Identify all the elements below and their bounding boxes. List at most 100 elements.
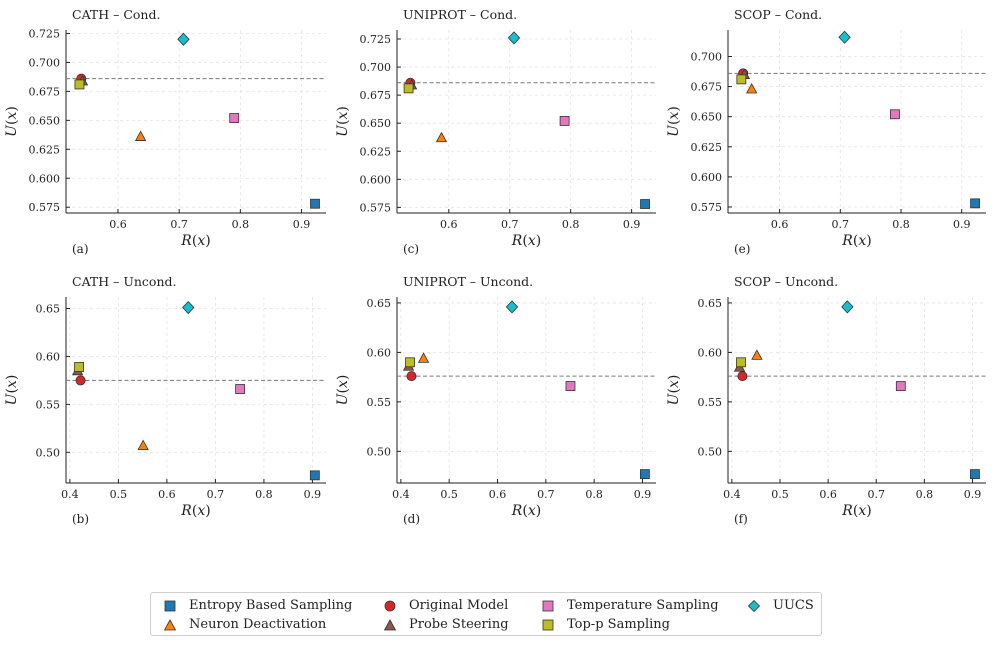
legend-marker-original-model — [384, 600, 396, 611]
y-tick-label: 0.650 — [691, 111, 723, 124]
y-axis-label: U(x) — [335, 106, 351, 137]
x-tick-label: 0.4 — [61, 488, 79, 501]
y-tick-label: 0.675 — [29, 85, 61, 98]
x-axis-label: R(x) — [841, 503, 871, 519]
x-tick-label: 0.9 — [964, 488, 982, 501]
y-tick-label: 0.600 — [360, 173, 392, 186]
x-tick-label: 0.9 — [634, 488, 652, 501]
legend-marker-temperature-sampling — [542, 600, 554, 611]
x-tick-label: 0.4 — [723, 488, 741, 501]
legend-item: Top-p Sampling — [541, 617, 670, 632]
panel-scop-cond: 0.6 0.7 0.8 0.9 0.575 0.600 0.625 0.650 0.675 0.7… — [666, 7, 986, 256]
y-axis-label: U(x) — [4, 106, 20, 137]
y-tick-label: 0.700 — [29, 56, 61, 69]
y-tick-label: 0.625 — [360, 145, 392, 158]
legend-marker-neuron-deactivation — [163, 618, 177, 630]
panel-uniprot-cond: 0.6 0.7 0.8 0.9 0.575 0.600 0.625 0.650 0.675 0.7… — [335, 7, 656, 256]
point-temperature-sampling — [559, 116, 570, 126]
point-top-p-sampling — [405, 357, 415, 368]
point-original-model — [406, 371, 417, 382]
legend-item: Neuron Deactivation — [163, 617, 326, 632]
x-axis-label: R(x) — [841, 233, 871, 249]
panel-label: (c) — [403, 242, 419, 256]
point-top-p-sampling — [74, 79, 85, 90]
y-tick-label: 0.65 — [698, 297, 723, 310]
point-temperature-sampling — [565, 381, 576, 391]
point-neuron-deactivation — [435, 131, 448, 143]
y-tick-label: 0.65 — [36, 303, 61, 316]
x-tick-label: 0.6 — [109, 218, 127, 231]
x-tick-label: 0.5 — [110, 488, 128, 501]
panel-title: SCOP – Cond. — [734, 7, 822, 22]
point-entropy-based-sampling — [310, 198, 320, 209]
legend-marker-probe-steering — [383, 618, 397, 630]
point-top-p-sampling — [736, 74, 747, 85]
panel-cath-cond: 0.6 0.7 0.8 0.9 0.575 0.600 0.625 0.650 0.675 0.7… — [4, 7, 326, 256]
y-axis-label: U(x) — [666, 375, 682, 406]
x-axis-label: R(x) — [511, 503, 541, 519]
legend-label: Entropy Based Sampling — [189, 598, 353, 613]
point-uucs — [838, 30, 851, 44]
panel-label: (f) — [734, 512, 748, 526]
point-entropy-based-sampling — [970, 469, 980, 479]
point-entropy-based-sampling — [970, 198, 980, 209]
y-tick-label: 0.650 — [360, 117, 392, 130]
point-neuron-deactivation — [417, 352, 430, 363]
y-tick-label: 0.55 — [367, 396, 392, 409]
x-tick-label: 0.8 — [232, 218, 250, 231]
legend-label: Original Model — [409, 598, 509, 613]
y-tick-label: 0.65 — [367, 297, 392, 310]
panel-title: UNIPROT – Uncond. — [403, 274, 533, 289]
y-tick-label: 0.625 — [29, 143, 61, 156]
panel-uniprot-uncond: 0.4 0.5 0.6 0.7 0.8 0.9 0.50 0.55 0.60 0.65 UNIPRO… — [335, 274, 656, 526]
point-temperature-sampling — [235, 384, 246, 394]
y-tick-label: 0.50 — [698, 445, 723, 458]
x-tick-label: 0.8 — [892, 218, 910, 231]
x-tick-label: 0.7 — [868, 488, 886, 501]
point-neuron-deactivation — [134, 130, 147, 141]
legend-item: Original Model — [383, 598, 508, 613]
point-uucs — [841, 300, 854, 314]
legend-item: Temperature Sampling — [541, 598, 719, 613]
x-tick-label: 0.8 — [562, 218, 580, 231]
x-tick-label: 0.9 — [293, 218, 311, 231]
point-original-model — [737, 371, 748, 382]
legend-item: Entropy Based Sampling — [163, 598, 352, 613]
x-tick-label: 0.9 — [304, 488, 322, 501]
y-axis-label: U(x) — [4, 375, 20, 406]
point-temperature-sampling — [229, 113, 240, 123]
point-uucs — [182, 300, 195, 315]
x-tick-label: 0.5 — [440, 488, 458, 501]
panel-scop-uncond: 0.4 0.5 0.6 0.7 0.8 0.9 0.50 0.55 0.60 0.65 SCOP –… — [666, 274, 986, 526]
legend-marker-entropy-based-sampling — [164, 600, 176, 611]
legend: Entropy Based Sampling Neuron Deactivati… — [150, 592, 822, 636]
x-tick-label: 0.9 — [953, 218, 971, 231]
panel-label: (b) — [72, 512, 89, 526]
y-tick-label: 0.675 — [360, 89, 392, 102]
x-axis-label: R(x) — [180, 233, 210, 249]
point-entropy-based-sampling — [639, 469, 650, 479]
point-entropy-based-sampling — [309, 470, 320, 481]
y-tick-label: 0.55 — [698, 396, 723, 409]
x-tick-label: 0.7 — [207, 488, 225, 501]
point-uucs — [177, 32, 190, 46]
x-tick-label: 0.6 — [819, 488, 837, 501]
x-tick-label: 0.6 — [440, 218, 458, 231]
legend-label: Probe Steering — [409, 617, 509, 632]
point-temperature-sampling — [890, 109, 900, 120]
y-tick-label: 0.575 — [29, 201, 61, 214]
panel-title: UNIPROT – Cond. — [403, 7, 517, 22]
legend-marker-uucs — [747, 599, 761, 612]
legend-item: Probe Steering — [383, 617, 509, 632]
x-tick-label: 0.6 — [771, 218, 789, 231]
legend-item: UUCS — [747, 598, 814, 613]
x-tick-label: 0.8 — [585, 488, 603, 501]
y-axis-label: U(x) — [335, 375, 351, 406]
y-tick-label: 0.575 — [360, 201, 392, 214]
point-original-model — [75, 375, 86, 386]
y-tick-label: 0.60 — [367, 346, 392, 359]
x-tick-label: 0.8 — [255, 488, 273, 501]
legend-marker-top-p-sampling — [542, 619, 554, 630]
x-axis-label: R(x) — [180, 503, 210, 519]
